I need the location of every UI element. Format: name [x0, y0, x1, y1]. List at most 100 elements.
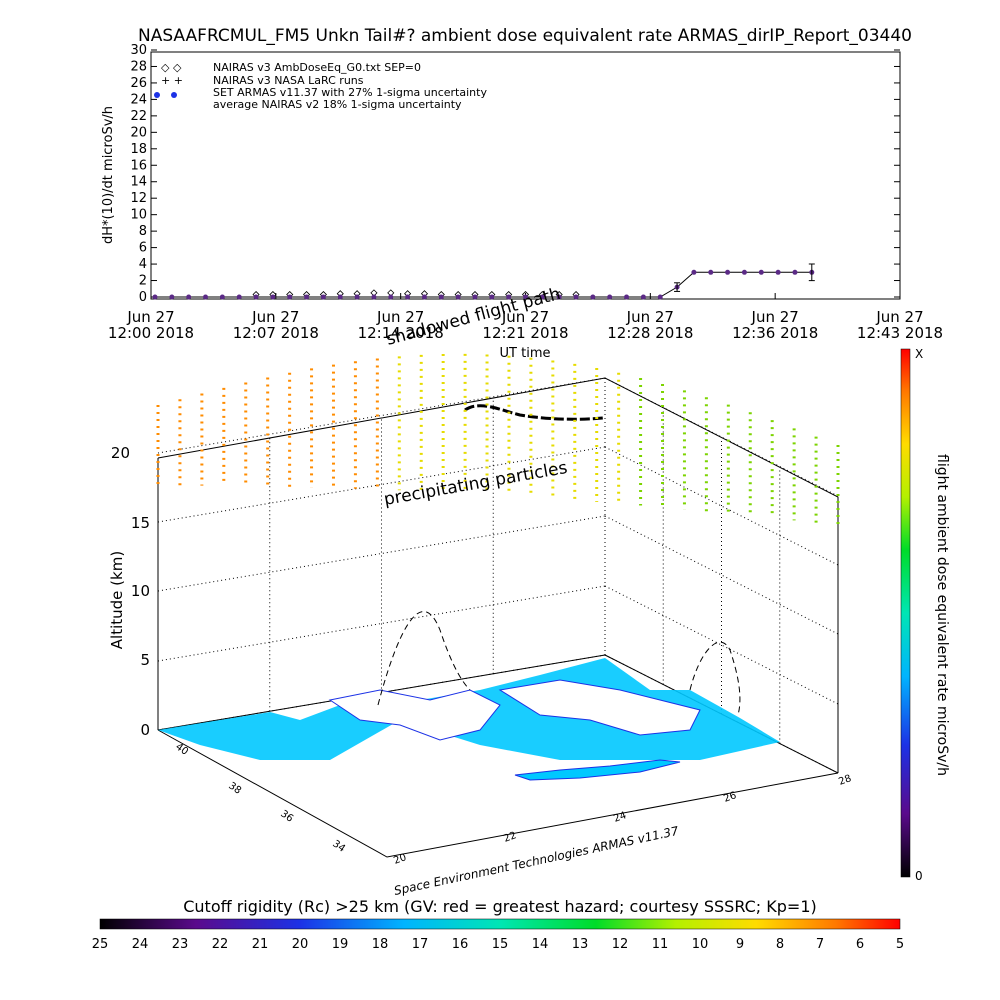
- rigidity-tick-label: 18: [372, 937, 389, 952]
- rigidity-tick-label: 5: [896, 937, 904, 952]
- x-tick-day: Jun 27: [251, 308, 299, 326]
- armas-data-point: [320, 294, 326, 300]
- armas-data-point: [506, 294, 512, 300]
- armas-data-point: [270, 294, 276, 300]
- armas-data-point: [624, 294, 630, 300]
- flight-path: [464, 404, 604, 421]
- y-tick-label: 16: [130, 158, 147, 173]
- armas-data-point: [792, 269, 798, 275]
- lat-tick-34: 34: [330, 838, 347, 854]
- legend-symbol-blue-dot: [154, 92, 160, 98]
- x-tick-time: 12:07 2018: [233, 324, 319, 342]
- armas-data-point: [253, 294, 259, 300]
- armas-series-line: [155, 271, 812, 298]
- armas-data-point: [152, 294, 158, 300]
- credit-set-armas: Space Environment Technologies ARMAS v11…: [393, 824, 680, 898]
- shadow-path-arc-2: [689, 641, 741, 716]
- rigidity-tick-label: 10: [692, 937, 709, 952]
- armas-data-point: [539, 294, 545, 300]
- legend-symbol-blue-dot-2: [171, 92, 177, 98]
- armas-data-point: [775, 269, 781, 275]
- armas-data-point: [287, 294, 293, 300]
- armas-data-point: [304, 294, 310, 300]
- x-tick-time: 12:36 2018: [732, 324, 818, 342]
- lat-tick-40: 40: [173, 741, 190, 757]
- y-tick-label: 22: [130, 109, 147, 124]
- y-tick-label: 24: [130, 92, 147, 107]
- armas-data-point: [354, 294, 360, 300]
- rigidity-tick-label: 22: [212, 937, 229, 952]
- armas-data-point: [573, 294, 579, 300]
- rigidity-colorbar-ticks: 25 24 23 22 21 20 19 18 17 16 15 14 13 12 11 10 9 8 7 6 5: [92, 937, 904, 952]
- x-tick-day: Jun 27: [875, 308, 923, 326]
- crete-island: [514, 759, 681, 781]
- armas-data-point: [489, 294, 495, 300]
- armas-data-point: [640, 294, 646, 300]
- x-axis-label: UT time: [500, 346, 551, 361]
- y-tick-label: 10: [130, 208, 147, 223]
- rigidity-tick-label: 20: [292, 937, 309, 952]
- land-turkey: [498, 679, 701, 736]
- armas-data-point: [371, 294, 377, 300]
- y-tick-label: 12: [130, 191, 147, 206]
- y-tick-label: 14: [130, 175, 147, 190]
- y-tick-label: 18: [130, 142, 147, 157]
- armas-data-point: [236, 294, 242, 300]
- legend-symbol-plus: + +: [161, 74, 183, 87]
- legend-entry-set-armas: SET ARMAS v11.37 with 27% 1-sigma uncert…: [213, 86, 487, 99]
- lon-tick-28: 28: [837, 773, 853, 788]
- rigidity-tick-label: 21: [252, 937, 269, 952]
- rigidity-tick-label: 7: [816, 937, 824, 952]
- series-marks: [152, 263, 815, 300]
- legend-entry-nairas-larc: NAIRAS v3 NASA LaRC runs: [213, 74, 364, 87]
- armas-data-point: [708, 269, 714, 275]
- armas-data-point: [556, 294, 562, 300]
- y-tick-label: 0: [139, 290, 147, 305]
- armas-data-point: [725, 269, 731, 275]
- y-tick-label: 8: [139, 224, 147, 239]
- y-tick-label: 28: [130, 59, 147, 74]
- lat-tick-36: 36: [278, 808, 295, 824]
- armas-data-point: [337, 294, 343, 300]
- rigidity-colorbar-gradient: [99, 918, 901, 930]
- armas-data-point: [405, 294, 411, 300]
- armas-data-point: [455, 294, 461, 300]
- map-floor: [158, 658, 780, 781]
- lon-tick-26: 26: [722, 790, 738, 805]
- armas-data-point: [421, 294, 427, 300]
- armas-data-point: [607, 294, 613, 300]
- x-tick-time: 12:14 2018: [358, 324, 444, 342]
- x-tick-time: 12:43 2018: [857, 324, 943, 342]
- y-tick-label: 6: [139, 241, 147, 256]
- altitude-axis-label: Altitude (km): [108, 551, 126, 649]
- y-axis-label: dH*(10)/dt microSv/h: [101, 106, 116, 244]
- figure-title: NASAAFRCMUL_FM5 Unkn Tail#? ambient dose…: [138, 26, 912, 46]
- x-tick-time: 12:00 2018: [108, 324, 194, 342]
- x-tick-day: Jun 27: [626, 308, 674, 326]
- rigidity-tick-label: 24: [132, 937, 149, 952]
- lat-tick-38: 38: [226, 780, 243, 796]
- y-tick-label: 4: [139, 257, 147, 272]
- rigidity-tick-label: 14: [532, 937, 549, 952]
- dose-colorbar-label: flight ambient dose equivalent rate micr…: [934, 454, 950, 776]
- rigidity-tick-label: 25: [92, 937, 109, 952]
- rigidity-tick-label: 11: [652, 937, 669, 952]
- rigidity-tick-label: 17: [412, 937, 429, 952]
- rigidity-colorbar-label: Cutoff rigidity (Rc) >25 km (GV: red = g…: [183, 897, 817, 916]
- armas-data-point: [203, 294, 209, 300]
- armas-data-point: [590, 294, 596, 300]
- rigidity-colorbar: Cutoff rigidity (Rc) >25 km (GV: red = g…: [92, 897, 904, 952]
- shadow-path-arc-1: [377, 611, 471, 706]
- legend-symbol-diamond: ◇ ◇: [161, 61, 182, 74]
- rigidity-tick-label: 12: [612, 937, 629, 952]
- armas-data-point: [169, 294, 175, 300]
- dose-colorbar-top-label: X: [915, 347, 923, 361]
- armas-data-point: [472, 294, 478, 300]
- scene-floor-frame: [157, 729, 839, 858]
- armas-data-point: [657, 294, 663, 300]
- land-greece: [328, 689, 501, 741]
